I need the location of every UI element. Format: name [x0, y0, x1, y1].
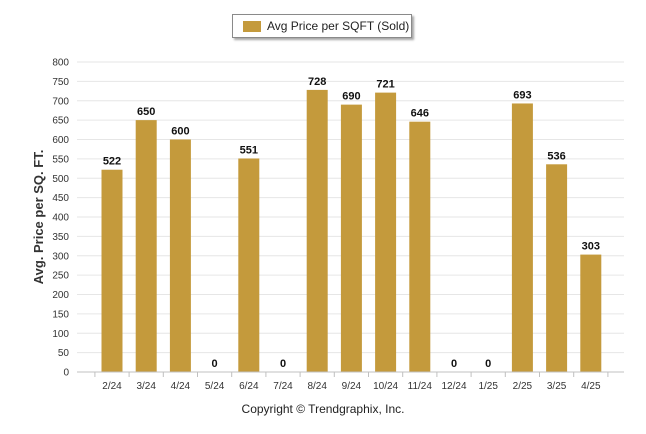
x-tick-label: 9/24	[342, 381, 362, 392]
bar-value-label: 600	[171, 126, 189, 138]
y-tick-label: 400	[52, 213, 69, 224]
y-tick-label: 650	[52, 116, 69, 127]
y-axis-label: Avg. Price per SQ. FT.	[31, 150, 46, 285]
bar[interactable]	[169, 139, 191, 373]
bar[interactable]	[546, 164, 568, 372]
bar-value-label: 0	[280, 358, 286, 370]
x-tick-label: 10/24	[373, 381, 398, 392]
bar-value-label: 721	[376, 79, 394, 91]
x-tick-label: 3/24	[136, 381, 156, 392]
x-tick-label: 8/24	[307, 381, 327, 392]
bar-value-label: 551	[240, 144, 258, 156]
bar-value-label: 0	[485, 358, 491, 370]
y-tick-label: 550	[52, 154, 69, 165]
bar[interactable]	[340, 104, 362, 372]
legend-swatch	[243, 21, 261, 32]
value-labels: 522 650 600 0 551 0 728 690 721 646 0 0 693 536 303	[103, 76, 600, 370]
bar[interactable]	[101, 169, 123, 372]
y-tick-label: 300	[52, 251, 69, 262]
x-tick-label: 7/24	[273, 381, 293, 392]
y-tick-label: 450	[52, 193, 69, 204]
x-tick-label: 2/25	[513, 381, 533, 392]
y-tick-label: 150	[52, 309, 69, 320]
x-tick-label: 4/24	[171, 381, 191, 392]
y-tick-label: 250	[52, 271, 69, 282]
legend-label: Avg Price per SQFT (Sold)	[267, 19, 410, 33]
y-tick-label: 200	[52, 290, 69, 301]
y-axis-ticks: 0 50 100 150 200 250 300 350 400 450 500 550 600 650 7…	[52, 58, 69, 379]
bar[interactable]	[306, 89, 328, 373]
x-tick-label: 11/24	[408, 381, 433, 392]
legend[interactable]: Avg Price per SQFT (Sold)	[232, 14, 412, 38]
bar-value-label: 693	[513, 89, 531, 101]
bar-value-label: 650	[137, 106, 155, 118]
y-tick-label: 800	[52, 58, 69, 69]
bar-value-label: 728	[308, 76, 326, 88]
y-tick-label: 750	[52, 77, 69, 88]
y-tick-label: 50	[58, 348, 70, 359]
y-tick-label: 350	[52, 232, 69, 243]
y-tick-label: 700	[52, 96, 69, 107]
y-tick-label: 0	[63, 368, 69, 379]
bar-value-label: 690	[342, 91, 360, 103]
x-tick-label: 4/25	[581, 381, 601, 392]
bar[interactable]	[238, 158, 260, 372]
bar-value-label: 646	[411, 108, 429, 120]
y-tick-label: 500	[52, 174, 69, 185]
bar-value-label: 0	[212, 358, 218, 370]
bar-value-label: 536	[547, 150, 565, 162]
y-tick-label: 600	[52, 135, 69, 146]
bar[interactable]	[135, 120, 157, 372]
x-axis-ticks: 2/24 3/24 4/24 5/24 6/24 7/24 8/24 9/24 10/24 11/…	[94, 372, 609, 392]
x-tick-label: 6/24	[239, 381, 259, 392]
x-tick-label: 5/24	[205, 381, 225, 392]
y-tick-label: 100	[52, 329, 69, 340]
x-tick-label: 12/24	[441, 381, 466, 392]
x-tick-label: 2/24	[102, 381, 122, 392]
bar[interactable]	[409, 121, 431, 372]
bar-value-label: 522	[103, 156, 121, 168]
bar-value-label: 0	[451, 358, 457, 370]
bars	[101, 89, 602, 373]
x-tick-label: 1/25	[478, 381, 498, 392]
x-tick-label: 3/25	[547, 381, 567, 392]
copyright-text: Copyright © Trendgraphix, Inc.	[241, 402, 405, 416]
bar[interactable]	[375, 92, 397, 373]
bar[interactable]	[580, 254, 602, 372]
bar-value-label: 303	[582, 241, 600, 253]
bar[interactable]	[511, 103, 533, 373]
